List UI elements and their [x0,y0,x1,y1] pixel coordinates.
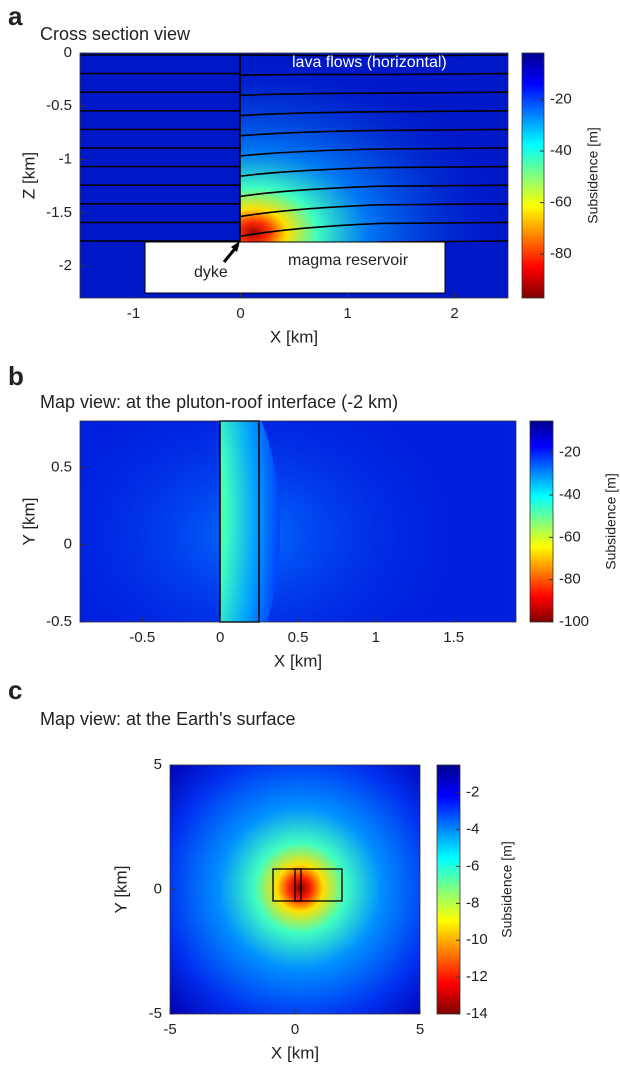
x-tick-label: -5 [163,1021,176,1038]
panel-title: Map view: at the Earth's surface [40,709,296,729]
magma-reservoir [144,241,446,294]
colorbar-tick-label: -10 [466,931,488,948]
colorbar-tick-label: -40 [559,486,581,503]
x-tick-label: -0.5 [129,629,155,646]
colorbar-tick-label: -60 [550,194,572,211]
colorbar-tick-label: -60 [559,528,581,545]
y-tick-label: -1.5 [46,204,72,221]
y-tick-label: 5 [154,756,162,773]
panel-title: Cross section view [40,24,191,44]
y-tick-label: 0 [154,880,162,897]
x-tick-label: 5 [416,1021,424,1038]
y-axis-label: Z [km] [19,152,38,199]
y-tick-label: -2 [59,257,72,274]
lava-flow-line [80,91,509,97]
colorbar [529,420,554,623]
x-tick-label: -1 [127,305,140,322]
annotation: lava flows (horizontal) [292,54,447,71]
x-tick-label: 1 [343,305,351,322]
x-axis-label: X [km] [274,651,322,670]
dyke-arrowhead [231,241,240,252]
x-tick-label: 0 [291,1021,299,1038]
colorbar-tick-label: -100 [559,613,589,630]
lava-flow-line [80,54,509,57]
lava-flow-line [80,184,509,198]
annotation: dyke [194,264,228,281]
colorbar-tick-label: -20 [550,90,572,107]
field-anomaly [220,421,280,622]
colorbar-tick-label: -14 [466,1005,488,1022]
x-tick-label: 1.5 [443,629,464,646]
colorbar-tick-label: -2 [466,784,479,801]
x-tick-label: 0 [216,629,224,646]
panel-label: b [8,361,24,391]
y-tick-label: -1 [59,150,72,167]
lava-flow-line [80,72,509,76]
annotation: magma reservoir [288,252,409,269]
y-tick-label: 0.5 [51,458,72,475]
y-axis-label: Y [km] [111,866,130,914]
colorbar [521,52,545,299]
colorbar-tick-label: -40 [550,142,572,159]
lava-flow-line [80,203,509,218]
colorbar-tick-label: -8 [466,894,479,911]
colorbar-tick-label: -4 [466,821,479,838]
dyke-outline [294,868,302,902]
x-tick-label: 2 [450,305,458,322]
y-tick-label: 0 [64,536,72,553]
panel-label: c [8,675,22,705]
axes-box [79,52,509,299]
colorbar-tick-label: -20 [559,444,581,461]
colorbar-tick-label: -12 [466,968,488,985]
lava-flow-line [80,128,509,137]
x-tick-label: 0 [236,305,244,322]
colorbar [436,764,461,1015]
field-anomaly [240,53,508,242]
lava-flow-line [80,147,509,157]
x-axis-label: X [km] [271,1043,319,1062]
panel-title: Map view: at the pluton-roof interface (… [40,392,398,412]
lava-flow-line [80,110,509,117]
pluton-outline [272,868,343,902]
x-axis-label: X [km] [270,327,318,346]
colorbar-tick-label: -80 [559,571,581,588]
colorbar-tick-label: -80 [550,245,572,262]
lava-flow-line [80,165,509,177]
colorbar-tick-label: -6 [466,857,479,874]
colorbar-label: Subsidence [m] [499,841,515,938]
x-tick-label: 1 [372,629,380,646]
x-tick-label: 0.5 [288,629,309,646]
colorbar-label: Subsidence [m] [585,127,601,224]
field-halo [80,421,480,622]
y-tick-label: -0.5 [46,97,72,114]
y-axis-label: Y [km] [19,498,38,546]
y-tick-label: -0.5 [46,613,72,630]
colorbar-label: Subsidence [m] [603,473,619,570]
y-tick-label: -5 [149,1005,162,1022]
lava-flow-line [80,221,509,238]
panel-label: a [8,1,23,31]
y-tick-label: 0 [64,44,72,61]
